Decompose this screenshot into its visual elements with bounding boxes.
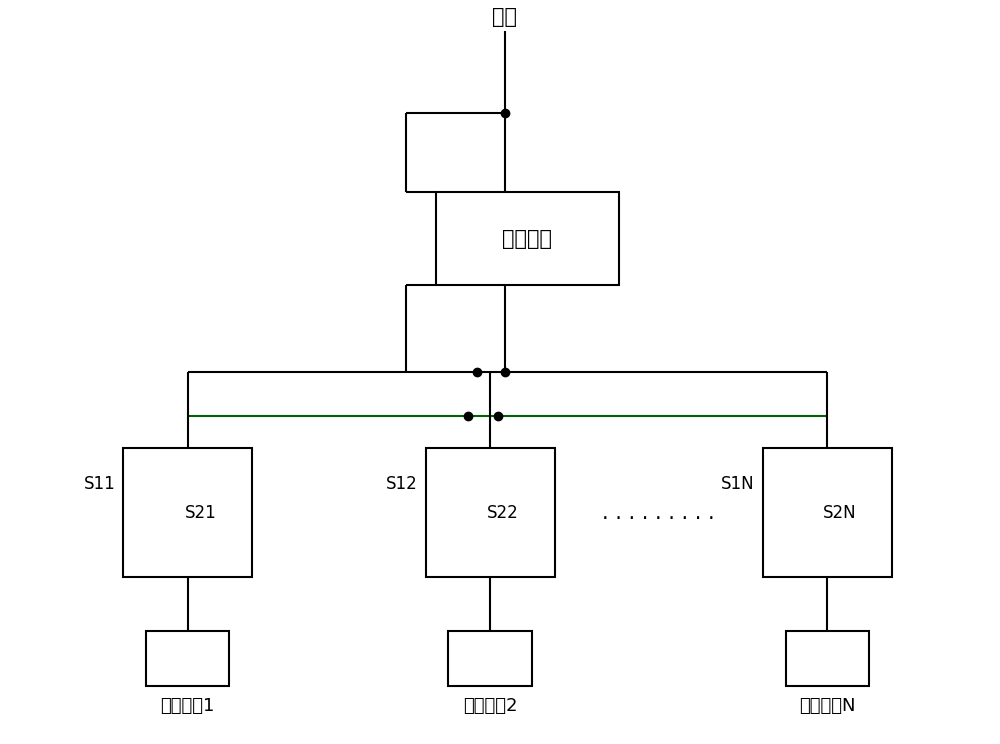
Bar <box>436 192 619 286</box>
Text: S22: S22 <box>487 504 519 522</box>
Text: . . . . . . . . .: . . . . . . . . . <box>602 503 715 522</box>
Bar <box>123 449 252 577</box>
Bar <box>448 631 532 685</box>
Bar <box>763 449 892 577</box>
Text: 被控设备1: 被控设备1 <box>160 697 215 716</box>
Bar <box>426 449 555 577</box>
Text: S2N: S2N <box>823 504 857 522</box>
Text: S1N: S1N <box>721 475 755 493</box>
Text: S12: S12 <box>386 475 418 493</box>
Text: S11: S11 <box>83 475 115 493</box>
Text: 被控设备N: 被控设备N <box>799 697 856 716</box>
Text: 调节器件: 调节器件 <box>502 228 552 248</box>
Bar <box>786 631 869 685</box>
Text: 被控设备2: 被控设备2 <box>463 697 517 716</box>
Text: S21: S21 <box>185 504 216 522</box>
Text: 电源: 电源 <box>492 7 517 27</box>
Bar <box>146 631 229 685</box>
